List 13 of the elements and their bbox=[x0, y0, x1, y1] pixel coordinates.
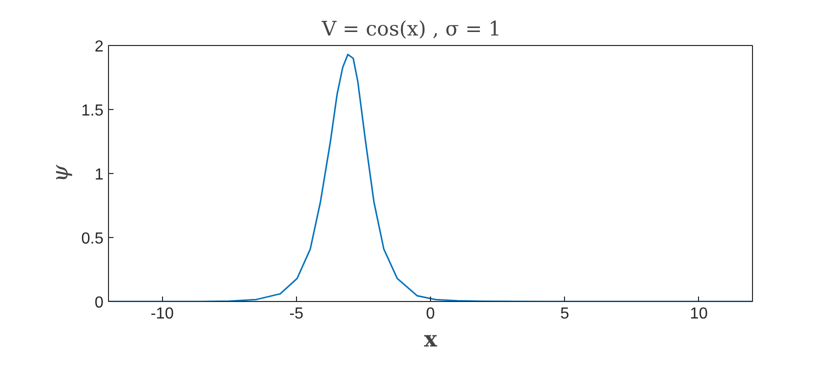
x-axis-title: x bbox=[424, 326, 438, 352]
y-tick-label: 0.5 bbox=[81, 230, 104, 248]
x-tick-label: 10 bbox=[690, 306, 708, 322]
x-tick-label: -5 bbox=[289, 306, 304, 322]
y-tick-label: 0 bbox=[94, 294, 104, 312]
y-axis-title: ψ bbox=[48, 164, 74, 182]
y-tick-label: 1.5 bbox=[81, 102, 104, 120]
x-tick-label: -10 bbox=[150, 306, 174, 322]
x-tick-label: 5 bbox=[560, 306, 570, 322]
chart-title: V = cos(x) , σ = 1 bbox=[320, 16, 502, 40]
y-tick-label: 2 bbox=[94, 38, 104, 56]
y-tick-label: 1 bbox=[94, 166, 104, 184]
x-tick-label: 0 bbox=[426, 306, 436, 322]
